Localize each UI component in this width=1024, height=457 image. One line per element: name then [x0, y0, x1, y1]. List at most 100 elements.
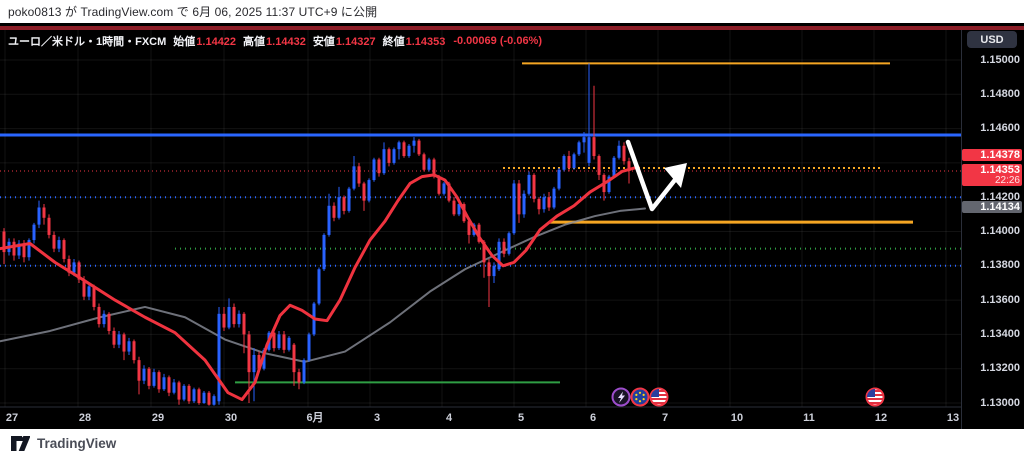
time-axis-label[interactable]: 27 [6, 412, 18, 424]
candle [107, 312, 111, 335]
candle [457, 202, 461, 217]
price-axis[interactable]: USD 1.15000 1.14800 1.14600 1.14200 1.14000 1… [961, 30, 1024, 429]
candle-body [532, 174, 536, 199]
time-axis-label[interactable]: 29 [152, 412, 164, 424]
price-tick: 1.13800 [980, 259, 1020, 272]
tradingview-logo[interactable] [11, 435, 30, 451]
time-axis-label[interactable]: 6月 [306, 411, 323, 424]
candle-body [122, 334, 126, 352]
candle-body [222, 313, 226, 328]
candle-body [492, 265, 496, 277]
candle [537, 197, 541, 215]
candle [522, 190, 526, 218]
candle [597, 154, 601, 181]
candle [292, 342, 296, 386]
candle [557, 168, 561, 191]
candle-body [82, 279, 86, 297]
candle-body [402, 142, 406, 157]
ohlc-open: 始値1.14422 [173, 36, 237, 48]
candle [42, 204, 46, 225]
candle-body [177, 382, 181, 400]
economic-event-bolt-icon[interactable] [611, 387, 631, 407]
price-chart[interactable]: 27 28 29 30 6月 3 4 5 6 7 10 11 12 13 [0, 30, 962, 429]
candle-body [322, 234, 326, 270]
time-axis-label[interactable]: 6 [590, 412, 596, 424]
candle-body [302, 360, 306, 383]
time-axis-label[interactable]: 30 [225, 412, 237, 424]
candle-body [212, 396, 216, 405]
economic-event-eu-flag-icon[interactable] [630, 387, 650, 407]
candle-body [132, 341, 136, 361]
economic-event-us-flag-icon[interactable] [649, 387, 669, 407]
candle-body [52, 234, 56, 249]
candle [427, 157, 431, 172]
candle [372, 157, 376, 182]
candle [322, 233, 326, 271]
currency-toggle-usd[interactable]: USD [967, 31, 1017, 48]
candle [562, 154, 566, 172]
symbol-title[interactable]: ユーロ／米ドル・1時間・FXCM [8, 36, 167, 48]
candle [57, 236, 61, 253]
candle-body [292, 344, 296, 373]
candle-body [237, 313, 241, 325]
candle [362, 181, 366, 211]
time-axis-label[interactable]: 7 [662, 412, 668, 424]
price-tick: 1.13600 [980, 293, 1020, 306]
candle [282, 330, 286, 354]
candle [337, 186, 341, 220]
candle [497, 238, 501, 271]
candle [402, 140, 406, 158]
economic-event-us-flag-icon[interactable] [865, 387, 885, 407]
candle [212, 394, 216, 406]
candle-body [87, 286, 91, 297]
candle-body [287, 337, 291, 350]
arrow-drawing[interactable] [625, 139, 681, 212]
time-axis-label[interactable]: 13 [947, 412, 959, 424]
candle [252, 348, 256, 402]
candle-body [307, 334, 311, 361]
candle-body [372, 159, 376, 181]
candle [97, 303, 101, 328]
candle [242, 312, 246, 354]
candle [487, 258, 491, 307]
time-axis-label[interactable]: 5 [518, 412, 524, 424]
time-axis-label[interactable]: 11 [803, 412, 815, 424]
candle-body [607, 176, 611, 193]
candle-body [557, 169, 561, 189]
candle-body [342, 197, 346, 211]
candle-body [32, 224, 36, 241]
time-axis-label[interactable]: 3 [374, 412, 380, 424]
arrow-drawing-head[interactable] [664, 163, 687, 188]
publish-notice-text: poko0813 が TradingView.com で 6月 06, 2025… [8, 5, 378, 19]
candle [332, 202, 336, 222]
candle [512, 180, 516, 235]
ma-slow-gray [0, 207, 646, 363]
time-axis-label[interactable]: 4 [446, 412, 453, 424]
candle [572, 152, 576, 170]
candle [297, 368, 301, 390]
candle-body [97, 306, 101, 325]
time-axis-label[interactable]: 28 [79, 412, 91, 424]
candle-body [197, 389, 201, 403]
time-axis-label[interactable]: 10 [731, 412, 743, 424]
candle-body [252, 354, 256, 373]
candle [567, 150, 571, 172]
candle-body [47, 217, 51, 235]
candle [397, 140, 401, 160]
candle-body [57, 240, 61, 249]
candle [117, 330, 121, 349]
candle [227, 298, 231, 330]
time-axis-label[interactable]: 12 [875, 412, 887, 424]
candle-body [37, 207, 41, 225]
ma-price-label: 1.14378 [962, 149, 1022, 161]
tradingview-brand-text[interactable]: TradingView [37, 435, 117, 451]
candle [122, 332, 126, 361]
candle-body [137, 360, 141, 381]
candle [307, 332, 311, 362]
candle-body [217, 313, 221, 402]
candle-body [447, 183, 451, 201]
candle-body [487, 262, 491, 277]
candle-body [127, 341, 131, 352]
candle-body [537, 198, 541, 210]
candle [127, 337, 131, 355]
